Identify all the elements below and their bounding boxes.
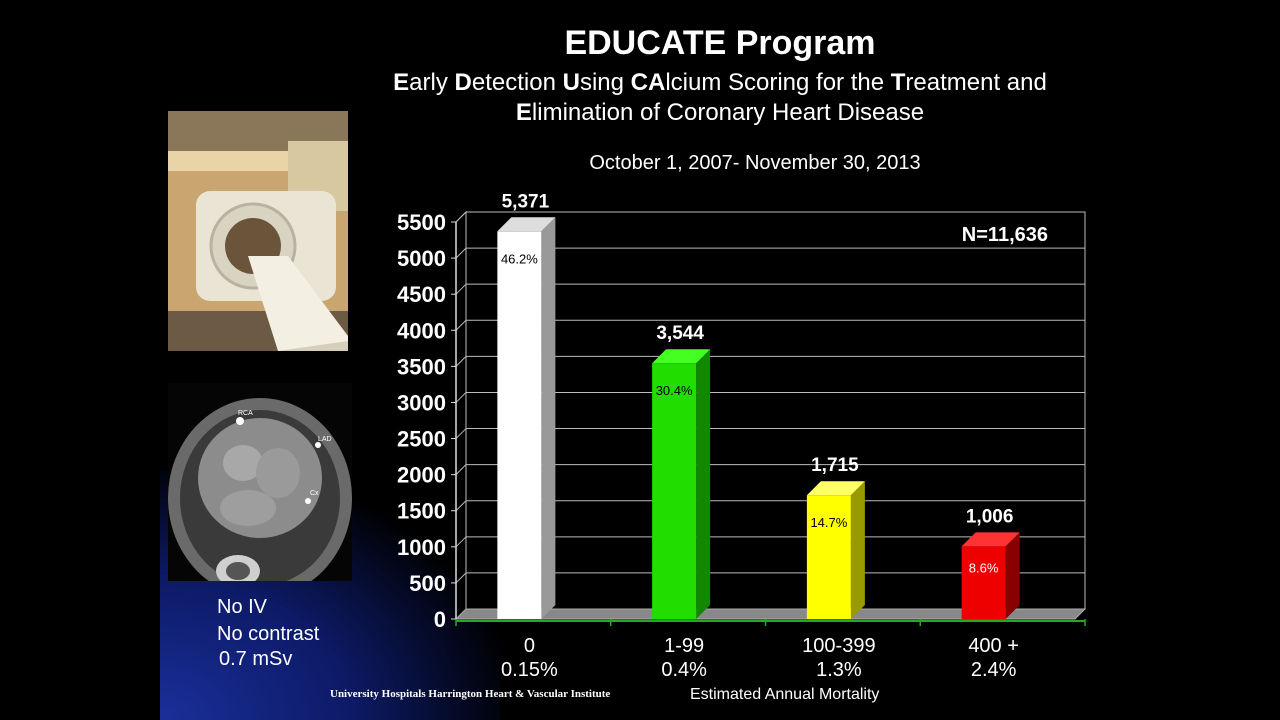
subtitle-run: E (393, 69, 410, 96)
ct-label-rca: RCA (238, 410, 253, 417)
subtitle-run: sing (579, 69, 631, 96)
ct-label-cx: Cx (310, 490, 319, 497)
subtitle-run: E (515, 99, 532, 126)
ct-label-lad: LAD (318, 436, 332, 443)
caption-no-contrast: No contrast (217, 623, 320, 645)
subtitle-run: lcium Scoring for the (665, 69, 891, 96)
ct-scan-image: RCA LAD Cx (168, 383, 352, 581)
subtitle-run: reatment and (905, 69, 1047, 96)
slide-subtitle: Early Detection Using CAlcium Scoring fo… (340, 68, 1100, 128)
subtitle-run: T (890, 69, 906, 96)
caption-dose: 0.7 mSv (219, 648, 293, 670)
institution-footer: University Hospitals Harrington Heart & … (330, 688, 611, 700)
subtitle-run: CA (630, 69, 666, 96)
subtitle-run: U (562, 69, 580, 96)
ct-scanner-photo (168, 111, 348, 351)
subtitle-run: D (454, 69, 472, 96)
slide-title: EDUCATE Program (564, 24, 876, 62)
subtitle-run: arly (409, 69, 455, 96)
subtitle-line-1: Early Detection Using CAlcium Scoring fo… (340, 68, 1100, 98)
subtitle-run: limination of Coronary Heart Disease (531, 99, 925, 126)
subtitle-run: etection (471, 69, 563, 96)
caption-no-iv: No IV (217, 596, 268, 618)
date-range: October 1, 2007- November 30, 2013 (589, 152, 921, 174)
subtitle-line-2: Elimination of Coronary Heart Disease (340, 98, 1100, 128)
x-axis-title: Estimated Annual Mortality (690, 686, 880, 703)
